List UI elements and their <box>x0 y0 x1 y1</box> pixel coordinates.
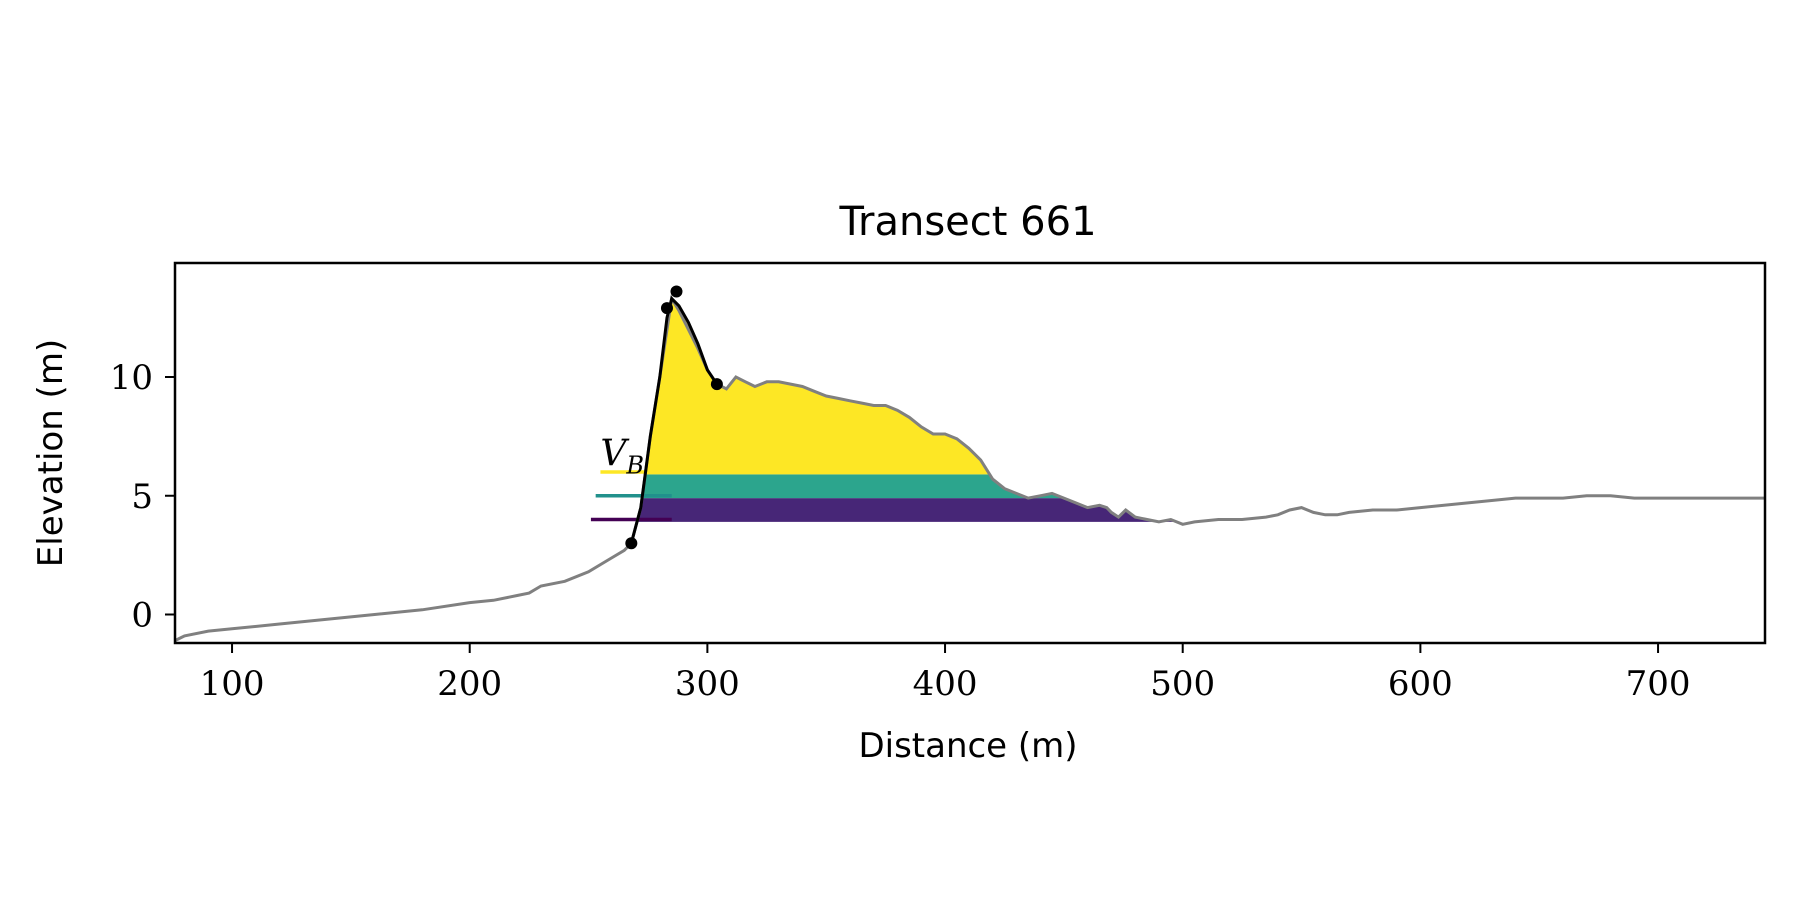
dune-point <box>710 378 723 391</box>
x-axis-ticks: 100 200 300 400 500 600 700 <box>200 643 1691 704</box>
volume-band-3 <box>631 298 1183 475</box>
dune-point <box>660 302 673 315</box>
vb-annotation-main: V <box>600 434 630 475</box>
dune-face-line <box>629 295 719 544</box>
elevation-profile-line <box>175 294 1765 642</box>
x-tick-label: 300 <box>675 664 740 704</box>
volume-band-2 <box>631 474 1183 499</box>
y-axis-label: Elevation (m) <box>31 339 71 567</box>
y-tick-label: 5 <box>131 477 153 517</box>
x-tick-label: 400 <box>913 664 978 704</box>
band-level-lines <box>590 470 672 522</box>
volume-bands <box>631 298 1183 522</box>
dune-point <box>670 285 683 298</box>
volume-band-1 <box>631 498 1183 522</box>
y-tick-label: 10 <box>110 358 153 398</box>
x-tick-label: 700 <box>1626 664 1691 704</box>
vb-annotation-subscript: B <box>625 452 644 480</box>
dune-points <box>625 285 723 550</box>
y-axis-ticks: 0 5 10 <box>110 358 175 636</box>
y-tick-label: 0 <box>131 596 153 636</box>
x-tick-label: 200 <box>437 664 502 704</box>
x-tick-label: 500 <box>1150 664 1215 704</box>
x-tick-label: 100 <box>200 664 265 704</box>
dune-point <box>625 537 638 550</box>
x-tick-label: 600 <box>1388 664 1453 704</box>
x-axis-label: Distance (m) <box>858 726 1077 766</box>
plot-frame <box>173 261 1767 645</box>
chart-title: Transect 661 <box>838 199 1096 245</box>
vb-annotation: VB <box>600 434 644 480</box>
